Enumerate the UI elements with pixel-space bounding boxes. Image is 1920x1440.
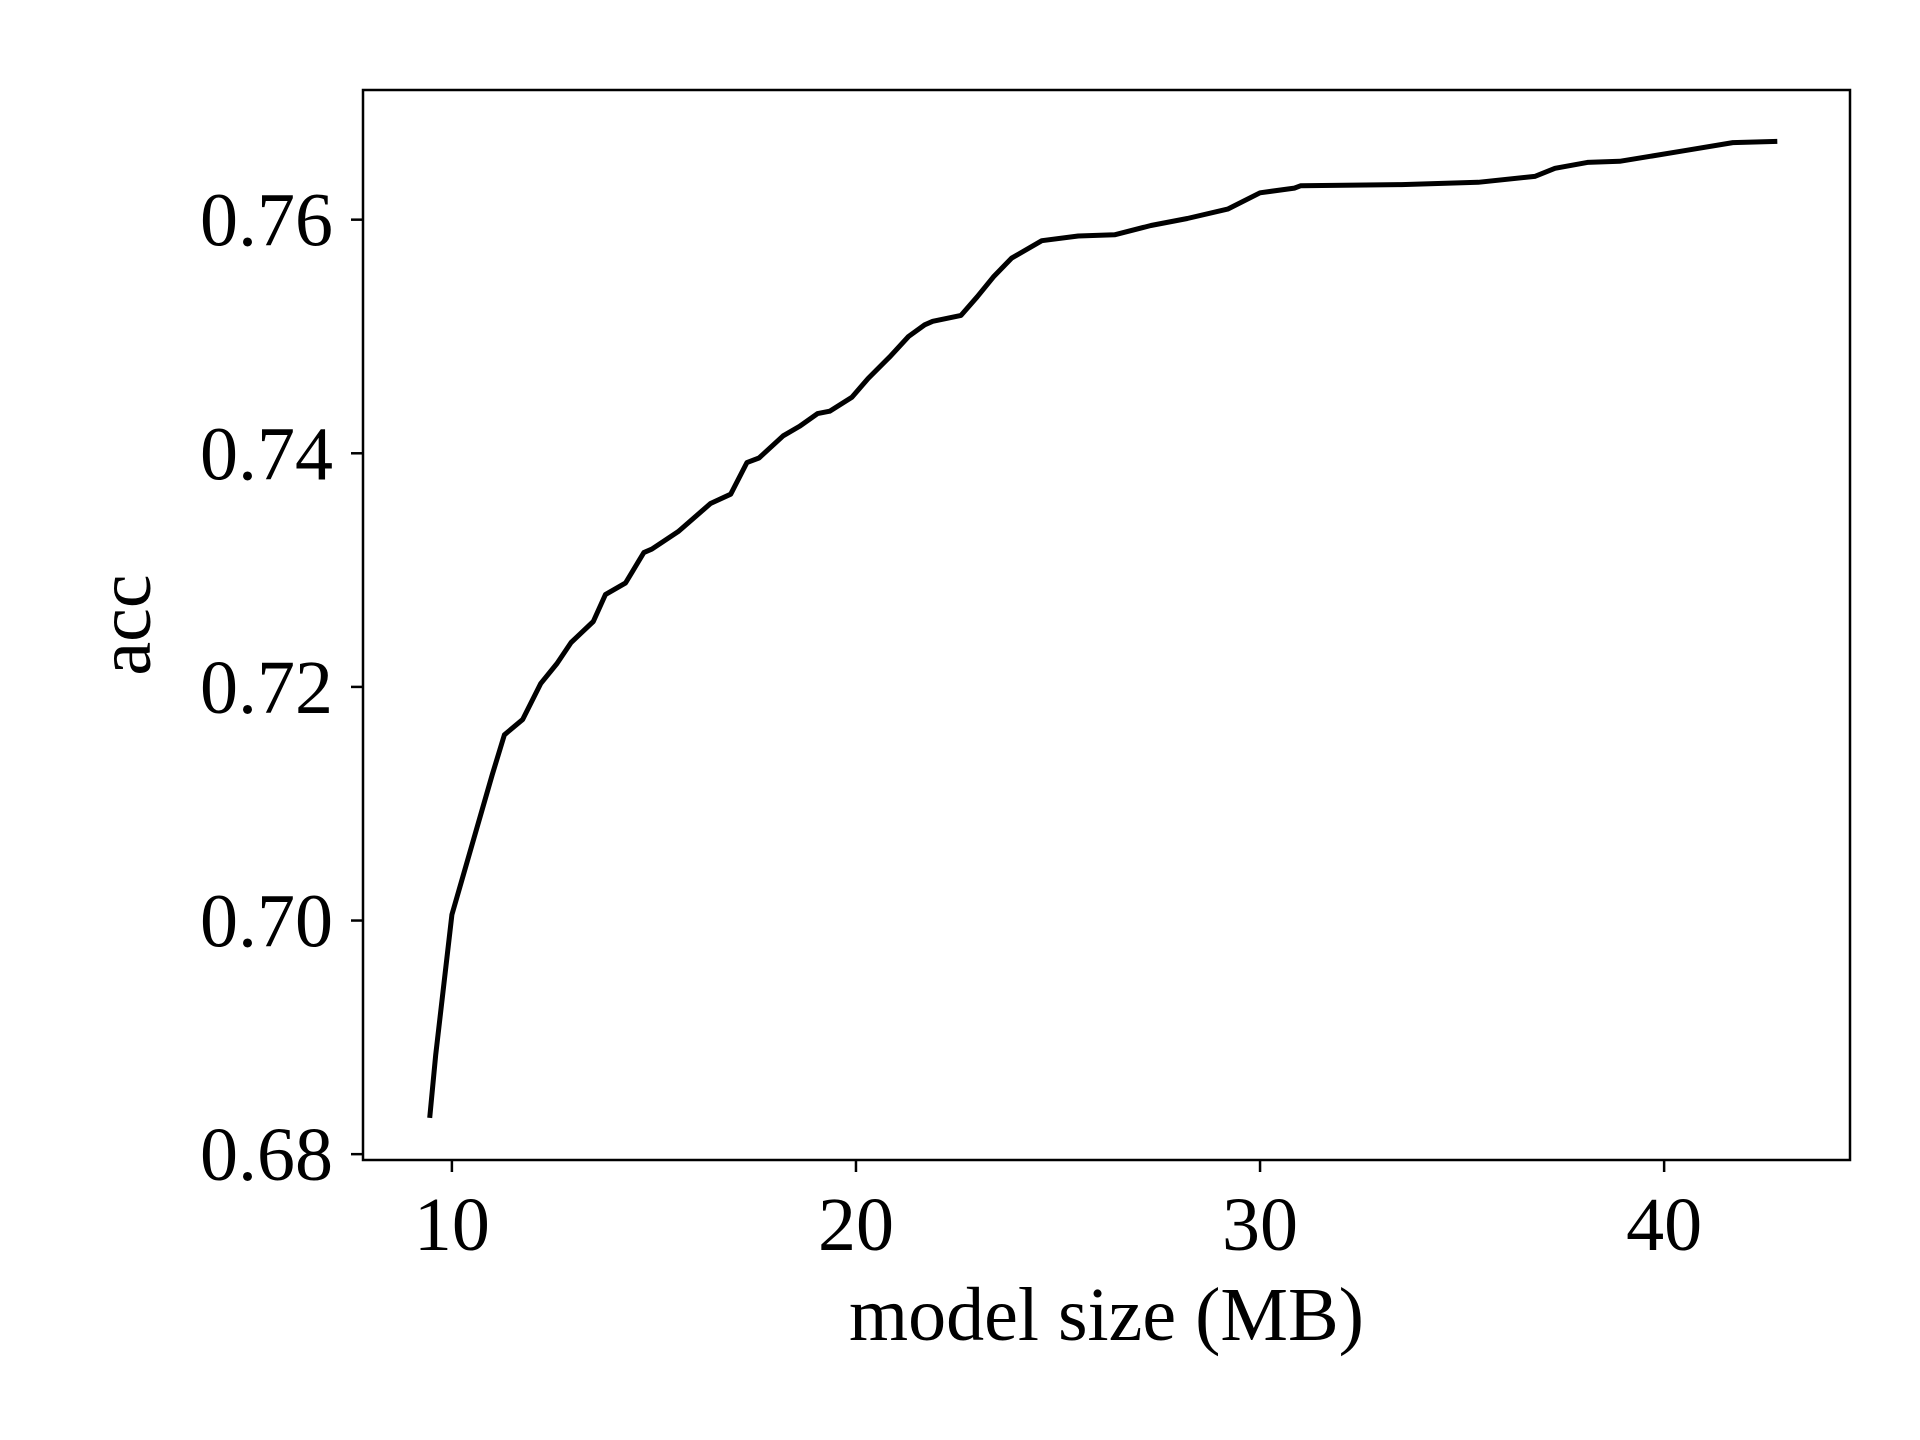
x-axis: 10 20 30 40 bbox=[414, 1160, 1702, 1267]
x-tick-label: 40 bbox=[1626, 1183, 1702, 1267]
x-axis-label: model size (MB) bbox=[849, 1273, 1364, 1357]
x-tick-label: 10 bbox=[414, 1183, 490, 1267]
y-tick-label: 0.76 bbox=[200, 179, 333, 263]
plot-area bbox=[427, 138, 1778, 1119]
y-tick-label: 0.70 bbox=[200, 880, 333, 964]
plot-frame bbox=[361, 88, 1852, 1162]
y-tick-label: 0.72 bbox=[200, 646, 333, 730]
y-axis-label: acc bbox=[83, 574, 167, 675]
y-tick-label: 0.74 bbox=[200, 412, 333, 496]
series-line bbox=[427, 138, 1778, 1119]
x-tick-label: 30 bbox=[1222, 1183, 1298, 1267]
y-axis: 0.68 0.70 0.72 0.74 0.76 bbox=[200, 179, 363, 1197]
x-tick-label: 20 bbox=[818, 1183, 894, 1267]
y-tick-label: 0.68 bbox=[200, 1113, 333, 1197]
